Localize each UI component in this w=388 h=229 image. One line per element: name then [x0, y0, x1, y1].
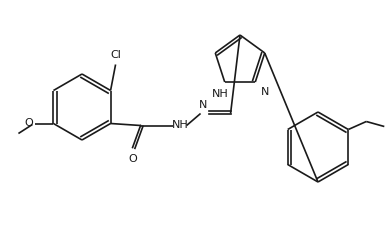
- Text: NH: NH: [172, 120, 189, 131]
- Text: NH: NH: [212, 89, 229, 99]
- Text: N: N: [261, 87, 270, 97]
- Text: N: N: [198, 99, 207, 109]
- Text: O: O: [25, 118, 33, 128]
- Text: O: O: [128, 153, 137, 164]
- Text: Cl: Cl: [110, 49, 121, 60]
